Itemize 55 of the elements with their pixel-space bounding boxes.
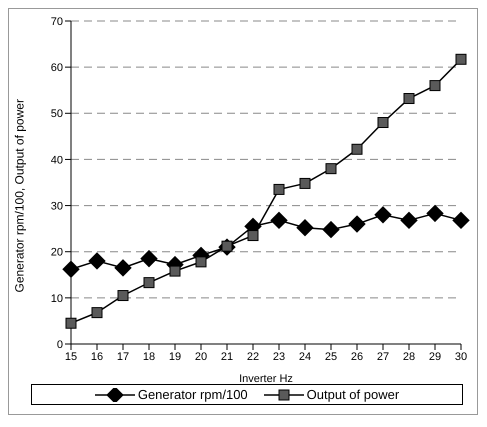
legend-label: Generator rpm/100 xyxy=(138,387,248,402)
x-tick-label: 25 xyxy=(324,350,338,363)
y-tick-label: 10 xyxy=(50,292,63,305)
x-axis-title: Inverter Hz xyxy=(239,373,293,385)
point xyxy=(296,219,314,236)
x-tick-label: 15 xyxy=(64,350,78,363)
point xyxy=(114,259,132,276)
point xyxy=(274,184,284,195)
point xyxy=(62,260,80,278)
point xyxy=(118,290,128,302)
point xyxy=(88,252,106,270)
point xyxy=(144,277,154,288)
y-tick-label: 20 xyxy=(50,246,63,259)
y-tick-label: 30 xyxy=(50,200,63,212)
x-tick-label: 19 xyxy=(168,350,182,363)
legend-label: Output of power xyxy=(306,387,400,402)
x-tick-label: 16 xyxy=(90,350,104,363)
x-tick-label: 26 xyxy=(350,350,364,363)
x-tick-label: 30 xyxy=(454,350,468,363)
point xyxy=(170,266,180,277)
point xyxy=(352,144,362,155)
point xyxy=(456,54,466,65)
point xyxy=(378,117,388,128)
point xyxy=(430,80,440,92)
x-tick-label: 18 xyxy=(142,350,156,363)
x-tick-label: 20 xyxy=(194,350,208,363)
point xyxy=(92,307,102,318)
x-tick-label: 27 xyxy=(376,350,390,363)
point xyxy=(326,163,336,174)
point xyxy=(348,216,366,233)
point xyxy=(374,206,392,224)
point xyxy=(404,93,414,104)
point xyxy=(140,250,158,268)
y-tick-label: 70 xyxy=(50,16,63,28)
point xyxy=(300,178,310,189)
x-tick-label: 23 xyxy=(272,350,286,363)
x-tick-label: 24 xyxy=(298,350,312,363)
y-tick-label: 50 xyxy=(50,108,63,120)
y-tick-label: 40 xyxy=(50,154,63,166)
point xyxy=(400,212,418,229)
y-tick-label: 60 xyxy=(50,62,63,74)
x-tick-label: 22 xyxy=(246,350,260,363)
y-axis-title: Generator rpm/100, Output of power xyxy=(12,99,26,292)
point xyxy=(452,212,470,229)
point xyxy=(270,212,288,229)
point xyxy=(196,256,206,268)
point xyxy=(66,318,76,329)
point xyxy=(426,204,444,222)
y-tick-label: 0 xyxy=(56,338,63,351)
x-tick-label: 17 xyxy=(116,350,130,363)
point xyxy=(248,230,258,242)
point xyxy=(322,221,340,238)
x-tick-label: 21 xyxy=(220,350,234,363)
x-tick-label: 29 xyxy=(428,350,442,363)
x-tick-label: 28 xyxy=(402,350,416,363)
